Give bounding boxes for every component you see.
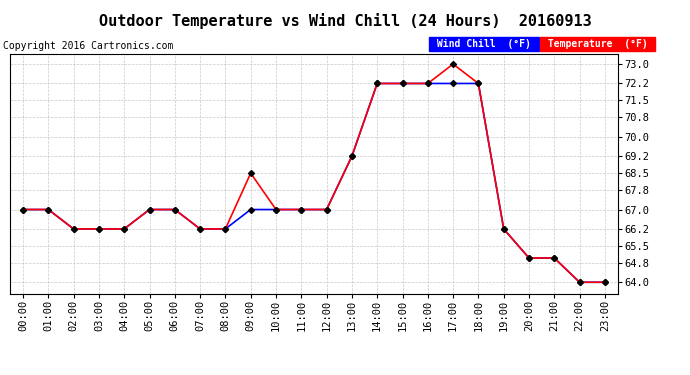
- Text: Outdoor Temperature vs Wind Chill (24 Hours)  20160913: Outdoor Temperature vs Wind Chill (24 Ho…: [99, 13, 591, 29]
- Text: Temperature  (°F): Temperature (°F): [542, 39, 653, 50]
- Text: Copyright 2016 Cartronics.com: Copyright 2016 Cartronics.com: [3, 41, 174, 51]
- Text: Wind Chill  (°F): Wind Chill (°F): [431, 39, 537, 50]
